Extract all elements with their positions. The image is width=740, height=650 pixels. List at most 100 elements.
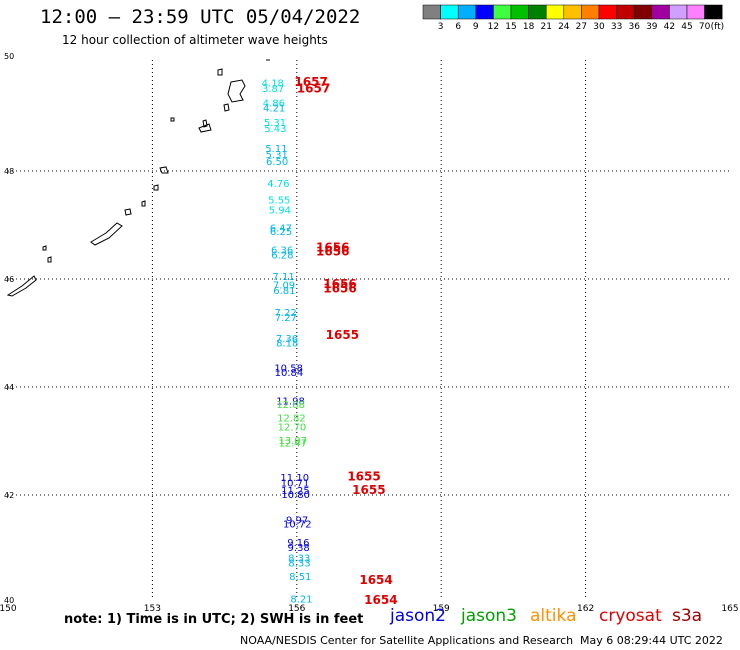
kuril-island	[170, 117, 175, 122]
wave-height-value: 13.07	[278, 436, 307, 447]
color-swatch	[493, 4, 512, 20]
pass-time-label: 1657	[294, 75, 327, 89]
pass-time-label: 1656	[316, 245, 349, 259]
color-scale-label: 39	[646, 22, 658, 32]
pass-time-label: 1655	[326, 328, 359, 342]
pass-time-label: 1654	[364, 593, 397, 607]
credit-line: NOAA/NESDIS Center for Satellite Applica…	[240, 634, 574, 647]
color-scale-label: 70	[699, 22, 711, 32]
wave-height-value: 8.33	[288, 553, 310, 564]
kuril-island	[141, 200, 146, 207]
lat-lon-grid: 150 153 156 159 162 165 50 48 46 44 42 40	[0, 52, 739, 614]
satellite-legend-cryosat: cryosat	[599, 606, 662, 626]
pass-time-label: 1656	[323, 277, 356, 291]
wave-height-value: 11.25	[281, 486, 310, 497]
kuril-island	[90, 222, 123, 246]
wave-height-value: 7.11	[272, 272, 294, 283]
wave-height-value: 7.09	[273, 281, 295, 292]
pass-time-label: 1655	[352, 483, 385, 497]
color-swatch	[651, 4, 670, 20]
wave-height-value: 11.10	[280, 473, 309, 484]
coastline	[6, 59, 270, 297]
kuril-island	[159, 166, 169, 174]
wave-height-value: 8.21	[290, 594, 312, 605]
longitude-tick-label: 156	[288, 604, 305, 614]
color-scale-label: 33	[611, 22, 622, 32]
kuril-island	[202, 119, 208, 128]
wave-height-value: 7.22	[274, 308, 296, 319]
color-swatch	[528, 4, 547, 20]
wave-height-value: 7.36	[276, 334, 298, 345]
longitude-tick-label: 162	[577, 604, 594, 614]
pass-time-label: 1656	[316, 240, 349, 254]
wave-height-value: 8.51	[289, 572, 311, 583]
color-scale-label: 36	[628, 22, 640, 32]
wave-height-value: 10.84	[275, 368, 304, 379]
generation-timestamp: May 6 08:29:44 UTC 2022	[580, 634, 723, 647]
color-swatch	[563, 4, 582, 20]
satellite-legend-jason3: jason3	[461, 606, 517, 626]
latitude-tick-label: 48	[4, 167, 14, 176]
wave-height-value: 4.21	[263, 104, 285, 115]
color-swatch	[422, 4, 441, 20]
wave-height-value: 8.18	[276, 338, 298, 349]
pass-time-label: 1656	[323, 281, 356, 295]
color-scale-label: 21	[540, 22, 551, 32]
kuril-island	[124, 208, 132, 216]
color-swatch	[581, 4, 600, 20]
latitude-tick-label: 42	[4, 491, 14, 500]
kuril-island	[153, 184, 159, 191]
wave-height-value: 10.72	[283, 519, 312, 530]
latitude-tick-label: 46	[4, 275, 14, 284]
kuril-island	[47, 256, 52, 263]
kuril-island	[217, 68, 223, 76]
kuril-island	[42, 245, 47, 251]
hokkaido-tip	[6, 275, 37, 297]
color-swatch	[633, 4, 653, 20]
satellite-legend-jason2: jason2	[390, 606, 446, 626]
wave-height-value: 4.86	[263, 99, 285, 110]
wave-height-value: 6.50	[266, 157, 288, 168]
color-swatch	[545, 4, 565, 20]
color-swatch	[686, 4, 705, 20]
footnote: note: 1) Time is in UTC; 2) SWH is in fe…	[64, 612, 364, 627]
pass-time-label: 1655	[347, 469, 380, 483]
wave-height-value: 4.18	[262, 79, 284, 90]
color-scale-legend: 3 6 9 12 15 18 21 24 27 30 33 36 39 42 45 70 (ft)	[422, 4, 724, 32]
color-scale-label: 24	[558, 22, 570, 32]
longitude-tick-label: 153	[144, 604, 161, 614]
wave-height-value: 5.55	[268, 195, 290, 206]
longitude-tick-label: 159	[433, 604, 450, 614]
wave-height-value: 12.82	[277, 413, 306, 424]
satellite-legend-altika: altika	[530, 606, 577, 626]
wave-height-value: 5.31	[266, 150, 288, 161]
wave-height-value: 3.87	[262, 84, 284, 95]
longitude-tick-label: 150	[0, 604, 17, 614]
kuril-island	[223, 103, 230, 112]
kuril-island	[198, 123, 212, 133]
wave-height-value: 5.11	[265, 144, 287, 155]
map-title: 12:00 — 23:59 UTC 05/04/2022	[40, 6, 361, 28]
wave-height-value: 6.47	[270, 223, 292, 234]
wave-height-value: 5.31	[264, 118, 286, 129]
color-swatch	[598, 4, 617, 20]
pass-time-label: 1657	[297, 82, 330, 96]
wave-height-value: 4.76	[267, 179, 289, 190]
wave-height-value: 9.16	[287, 538, 309, 549]
wave-height-value: 11.98	[276, 397, 305, 408]
color-scale-label: 30	[593, 22, 605, 32]
wave-height-value: 8.33	[288, 559, 310, 570]
wave-height-value: 5.43	[264, 124, 286, 135]
wave-height-value: 12.08	[276, 400, 305, 411]
color-scale-label: 45	[681, 22, 692, 32]
wave-height-value: 6.28	[271, 250, 293, 261]
map-subtitle: 12 hour collection of altimeter wave hei…	[62, 33, 328, 47]
longitude-tick-label: 165	[721, 604, 738, 614]
wave-height-value: 9.97	[286, 516, 308, 527]
color-swatch	[475, 4, 494, 20]
wave-height-value: 6.36	[271, 246, 293, 257]
wave-height-value: 5.94	[269, 206, 291, 217]
color-swatch	[510, 4, 529, 20]
latitude-tick-label: 44	[4, 383, 14, 392]
